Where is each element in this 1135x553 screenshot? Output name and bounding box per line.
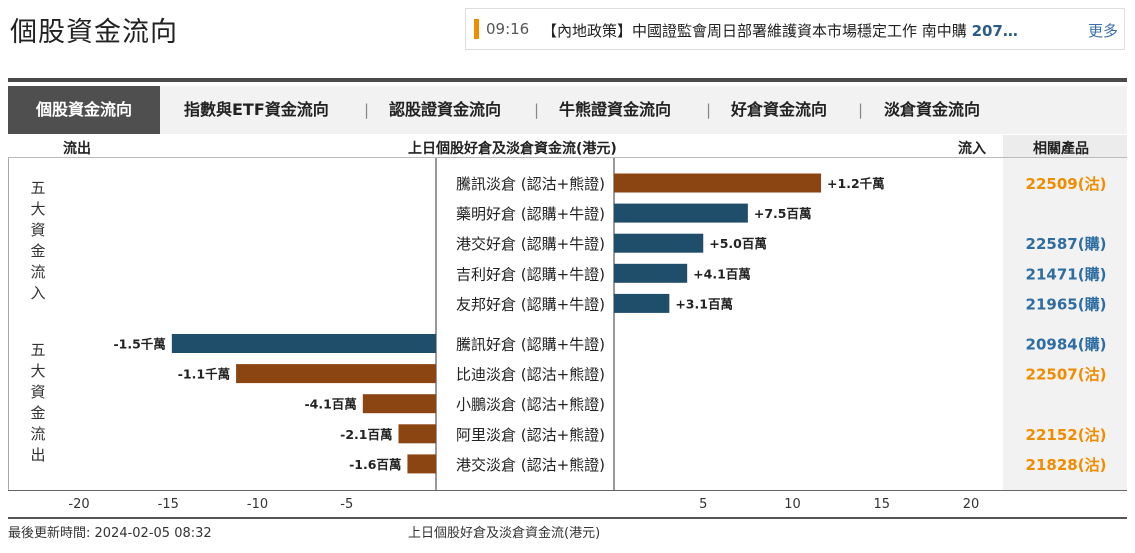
tab-bar: 個股資金流向 指數與ETF資金流向 | 認股證資金流向 | 牛熊證資金流向 | … bbox=[8, 86, 1127, 134]
tab-separator: | bbox=[534, 101, 540, 119]
flow-bar[interactable] bbox=[407, 454, 436, 474]
stock-category-label[interactable]: 騰訊好倉 (認購+牛證) bbox=[456, 336, 605, 354]
bar-value-label: -1.1千萬 bbox=[178, 367, 230, 382]
flow-bar[interactable] bbox=[398, 424, 436, 444]
related-product-link[interactable]: 22507(沽) bbox=[1026, 366, 1107, 384]
flow-bar[interactable] bbox=[614, 233, 704, 253]
x-axis-title: 上日個股好倉及淡倉資金流(港元) bbox=[408, 526, 601, 541]
side-char: 入 bbox=[30, 284, 46, 302]
stock-category-label[interactable]: 吉利好倉 (認購+牛證) bbox=[456, 265, 605, 283]
top-divider bbox=[8, 78, 1127, 82]
related-product-link[interactable]: 21828(沽) bbox=[1026, 456, 1107, 474]
bar-value-label: -2.1百萬 bbox=[340, 427, 392, 442]
side-char: 資 bbox=[30, 221, 46, 239]
last-updated: 最後更新時間: 2024-02-05 08:32 bbox=[8, 526, 212, 541]
inflow-header: 流入 bbox=[958, 141, 986, 157]
stock-category-label[interactable]: 友邦好倉 (認購+牛證) bbox=[456, 295, 605, 313]
flow-bar[interactable] bbox=[236, 364, 436, 384]
bar-value-label: +7.5百萬 bbox=[754, 206, 812, 221]
news-time: 09:16 bbox=[486, 20, 530, 38]
side-char: 五 bbox=[30, 341, 46, 359]
x-tick-label: 10 bbox=[784, 497, 801, 512]
related-product-link[interactable]: 22152(沽) bbox=[1026, 426, 1107, 444]
page-title: 個股資金流向 bbox=[10, 17, 178, 48]
related-product-link[interactable]: 21471(購) bbox=[1026, 265, 1107, 283]
side-char: 資 bbox=[30, 383, 46, 401]
side-char: 五 bbox=[30, 179, 46, 197]
bar-value-label: +5.0百萬 bbox=[709, 236, 767, 251]
stock-category-label[interactable]: 比迪淡倉 (認沽+熊證) bbox=[456, 366, 605, 384]
tab-bull-flow[interactable]: 好倉資金流向 bbox=[731, 100, 828, 119]
side-char: 金 bbox=[30, 242, 46, 260]
x-tick-label: 20 bbox=[963, 497, 980, 512]
stock-category-label[interactable]: 港交好倉 (認購+牛證) bbox=[456, 235, 605, 253]
bar-value-label: +1.2千萬 bbox=[827, 176, 885, 191]
stock-category-label[interactable]: 騰訊淡倉 (認沽+熊證) bbox=[456, 175, 605, 193]
side-char: 流 bbox=[30, 263, 46, 281]
side-char: 金 bbox=[30, 404, 46, 422]
bar-value-label: -1.5千萬 bbox=[113, 337, 165, 352]
side-char: 出 bbox=[30, 446, 46, 464]
bar-value-label: +3.1百萬 bbox=[675, 296, 733, 311]
news-headline[interactable]: 【內地政策】中國證監會周日部署維護資本市場穩定工作 南中購 207… bbox=[542, 20, 1072, 41]
x-axis-line bbox=[8, 490, 1127, 491]
side-char: 流 bbox=[30, 425, 46, 443]
related-products-header: 相關產品 bbox=[1033, 141, 1089, 157]
news-headline-text[interactable]: 【內地政策】中國證監會周日部署維護資本市場穩定工作 南中購 bbox=[542, 22, 967, 40]
stock-category-label[interactable]: 小鵬淡倉 (認沽+熊證) bbox=[456, 396, 605, 414]
stock-category-label[interactable]: 港交淡倉 (認沽+熊證) bbox=[456, 456, 605, 474]
chart-header: 流出 上日個股好倉及淡倉資金流(港元) 流入 相關產品 bbox=[8, 135, 1127, 158]
related-product-link[interactable]: 22509(沽) bbox=[1026, 175, 1107, 193]
chart-left-border bbox=[8, 158, 9, 491]
x-tick-label: -5 bbox=[340, 497, 353, 512]
related-product-link[interactable]: 20984(購) bbox=[1026, 336, 1107, 354]
x-tick-label: 5 bbox=[699, 497, 707, 512]
bar-value-label: -4.1百萬 bbox=[304, 397, 356, 412]
stock-category-label[interactable]: 阿里淡倉 (認沽+熊證) bbox=[456, 426, 605, 444]
bar-value-label: -1.6百萬 bbox=[349, 457, 401, 472]
side-char: 大 bbox=[30, 362, 46, 380]
flow-bar[interactable] bbox=[614, 203, 748, 223]
x-tick-label: 15 bbox=[873, 497, 890, 512]
related-header-bg bbox=[1003, 135, 1127, 157]
side-char: 大 bbox=[30, 200, 46, 218]
tab-separator: | bbox=[706, 101, 712, 119]
tab-warrant-flow[interactable]: 認股證資金流向 bbox=[389, 100, 502, 119]
tab-separator: | bbox=[364, 101, 370, 119]
related-product-link[interactable]: 21965(購) bbox=[1026, 295, 1107, 313]
tab-cbbc-flow[interactable]: 牛熊證資金流向 bbox=[559, 100, 672, 119]
bottom-divider bbox=[8, 517, 1127, 519]
tab-bear-flow[interactable]: 淡倉資金流向 bbox=[884, 100, 981, 119]
bar-value-label: +4.1百萬 bbox=[693, 266, 751, 281]
news-headline-tail[interactable]: 207… bbox=[971, 22, 1018, 40]
flow-bar[interactable] bbox=[362, 394, 436, 414]
flow-bar[interactable] bbox=[614, 173, 822, 193]
x-tick-label: -15 bbox=[158, 497, 179, 512]
stock-category-label[interactable]: 藥明好倉 (認購+牛證) bbox=[456, 205, 605, 223]
x-tick-label: -10 bbox=[247, 497, 268, 512]
x-tick-label: -20 bbox=[68, 497, 89, 512]
flow-bar[interactable] bbox=[614, 293, 670, 313]
related-products-column bbox=[1003, 158, 1127, 490]
outflow-header: 流出 bbox=[63, 141, 91, 157]
tab-index-etf-flow[interactable]: 指數與ETF資金流向 bbox=[184, 100, 329, 119]
top-five-inflow-label: 五 大 資 金 流 入 bbox=[28, 178, 48, 304]
related-product-link[interactable]: 22587(購) bbox=[1026, 235, 1107, 253]
flow-bar[interactable] bbox=[171, 334, 436, 353]
tab-stock-flow[interactable]: 個股資金流向 bbox=[8, 86, 160, 134]
news-more-link[interactable]: 更多 bbox=[1088, 22, 1119, 40]
flow-bar[interactable] bbox=[614, 263, 688, 283]
news-ticker[interactable]: 09:16 【內地政策】中國證監會周日部署維護資本市場穩定工作 南中購 207…… bbox=[465, 8, 1125, 50]
top-five-outflow-label: 五 大 資 金 流 出 bbox=[28, 340, 48, 466]
news-accent-bar bbox=[474, 19, 479, 39]
chart-header-title: 上日個股好倉及淡倉資金流(港元) bbox=[408, 141, 617, 157]
tab-separator: | bbox=[858, 101, 864, 119]
